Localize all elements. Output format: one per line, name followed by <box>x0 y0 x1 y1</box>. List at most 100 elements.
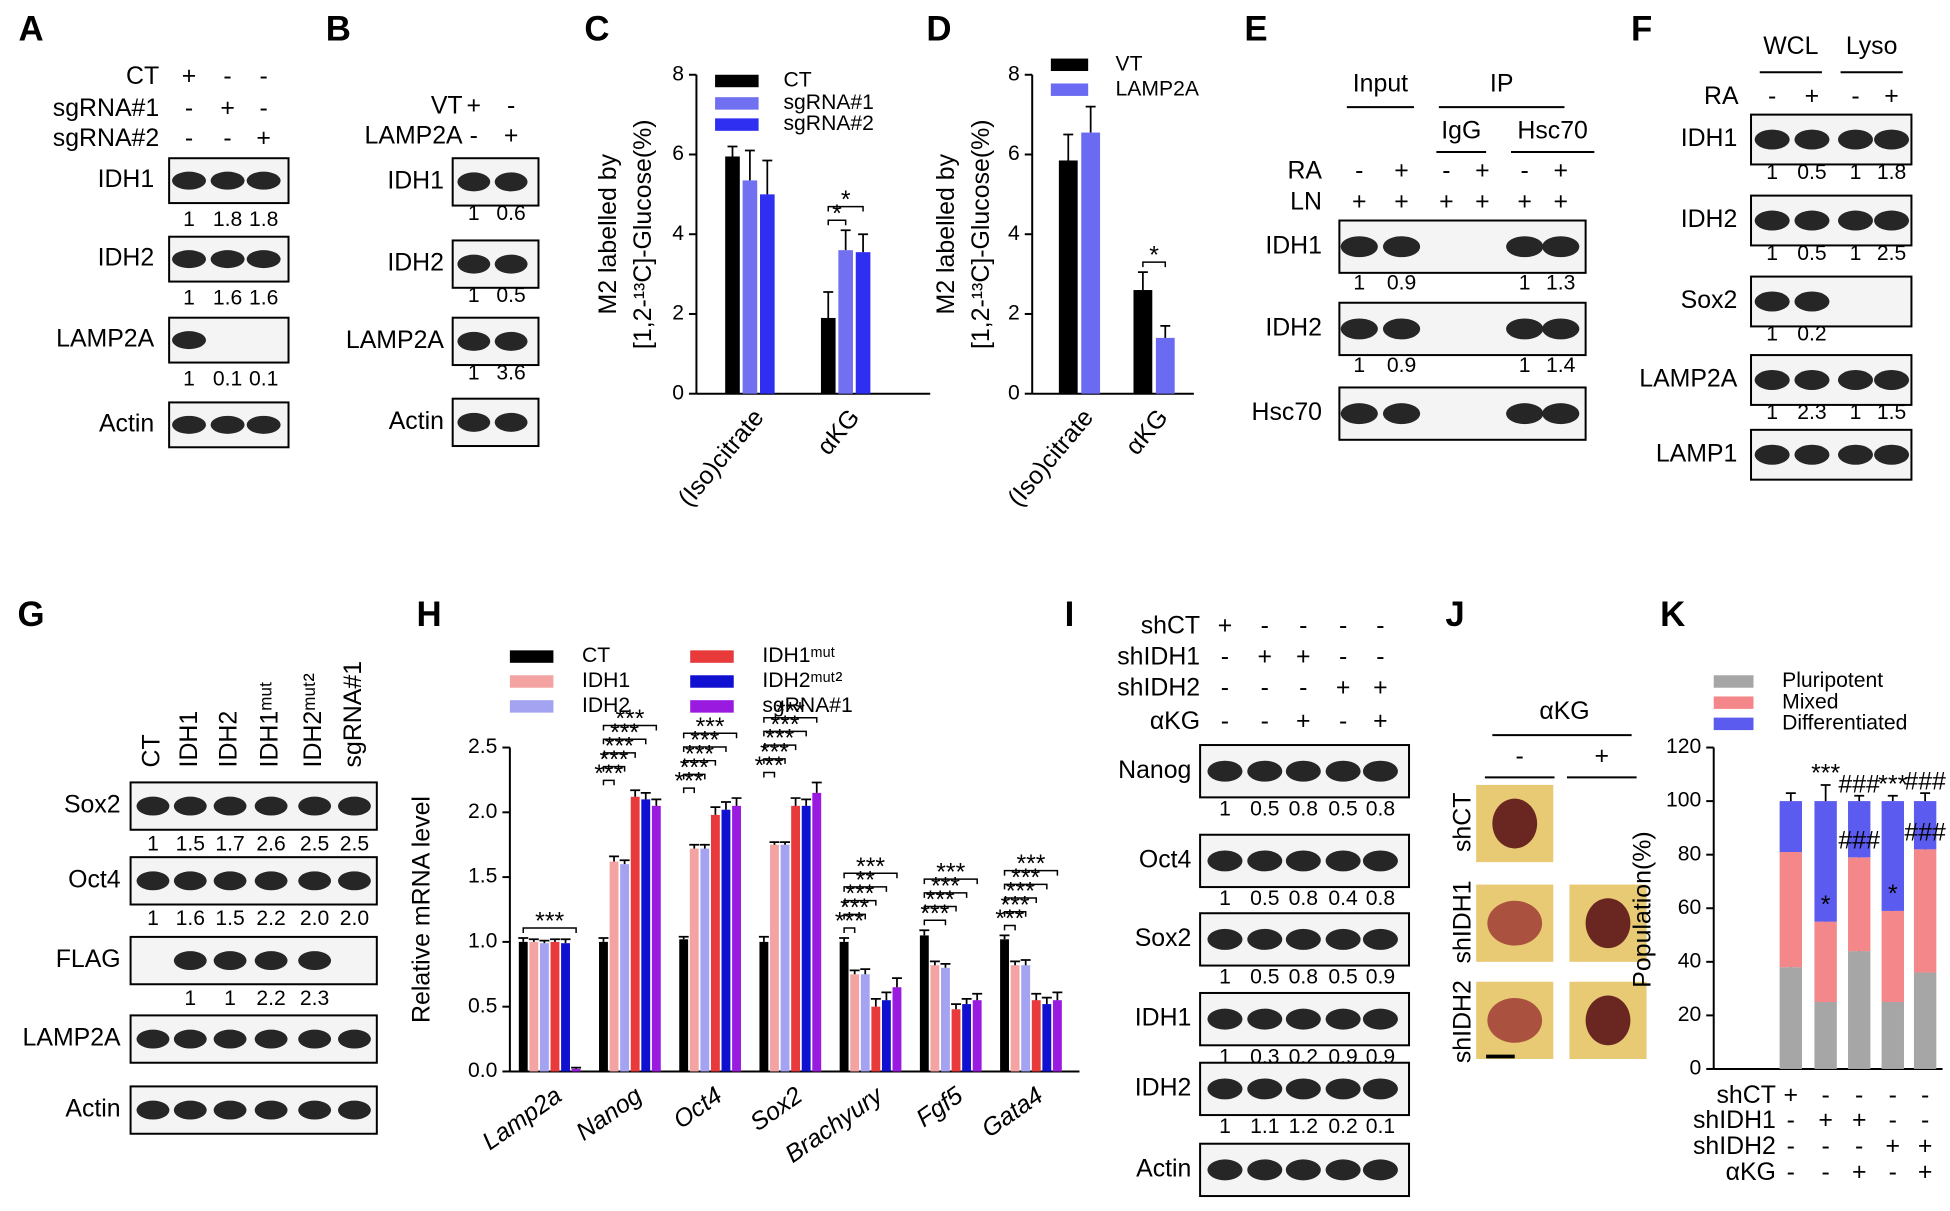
quantification: 1 <box>468 202 480 225</box>
condition-sign: - <box>1889 1081 1897 1109</box>
quantification: 1 <box>183 208 195 231</box>
column-label: - <box>1516 742 1524 770</box>
band <box>173 1029 207 1049</box>
significance-bracket <box>763 716 818 723</box>
band <box>457 331 491 351</box>
condition-label: sgRNA#1 <box>53 94 159 122</box>
significance-bracket <box>682 732 738 739</box>
x-tick-label: Lamp2a <box>477 1081 567 1156</box>
group-label: Lyso <box>1846 32 1898 60</box>
panel-letter: I <box>1065 595 1075 634</box>
y-axis-label: [1,2-¹³C]-Glucose(%) <box>629 119 657 349</box>
quantification: 1 <box>1219 887 1231 910</box>
error-bar <box>999 934 1010 940</box>
legend-label: CT <box>783 69 811 92</box>
blot-box <box>129 1014 378 1064</box>
bar-segment <box>1779 801 1803 852</box>
bar <box>780 844 790 1072</box>
bar <box>721 809 731 1072</box>
band <box>1207 1078 1243 1100</box>
colony <box>1585 995 1631 1046</box>
quantification: 0.8 <box>1366 887 1395 910</box>
condition-sign: - <box>1921 1106 1929 1134</box>
group-label: Hsc70 <box>1517 117 1587 145</box>
blot-label: Hsc70 <box>1252 398 1322 426</box>
condition-sign: + <box>1886 1132 1901 1160</box>
significance-label: *** <box>1001 891 1030 919</box>
error-bar <box>1160 325 1171 338</box>
quantification: 2.6 <box>256 832 285 855</box>
band <box>494 172 528 192</box>
error-bar <box>881 991 892 1001</box>
quantification: 0.9 <box>1387 272 1416 295</box>
condition-sign: + <box>182 62 197 90</box>
legend-swatch <box>509 650 554 663</box>
quantification: 0.9 <box>1387 354 1416 377</box>
condition-sign: + <box>1296 707 1311 735</box>
quantification: 1.8 <box>1877 161 1906 184</box>
y-axis-label: [1,2-¹³C]-Glucose(%) <box>967 119 995 349</box>
significance-bracket <box>843 886 888 892</box>
significance-label: *** <box>1016 850 1045 878</box>
significance-bracket <box>682 787 695 794</box>
legend-swatch <box>715 97 759 110</box>
blot-label: IDH1 <box>98 165 155 193</box>
band <box>1207 760 1243 782</box>
x-tick-label: Nanog <box>571 1081 647 1146</box>
quantification: 1 <box>1519 272 1531 295</box>
band <box>210 415 245 434</box>
band <box>457 412 491 432</box>
band <box>1207 1008 1243 1030</box>
band <box>298 1029 332 1049</box>
legend-label: IDH1ᵐᵘᵗ <box>762 644 835 667</box>
condition-sign: - <box>1299 611 1307 639</box>
quantification: 1.5 <box>215 907 244 930</box>
quantification: 3.6 <box>496 361 525 384</box>
condition-label: RA <box>1287 156 1322 184</box>
band <box>254 1100 288 1120</box>
band <box>1362 850 1398 872</box>
band <box>1794 129 1830 150</box>
significance-label: *** <box>926 886 955 914</box>
bar <box>881 1000 891 1072</box>
y-tick-label: 0 <box>1008 381 1020 404</box>
significance-label: * <box>1149 242 1159 270</box>
quantification: 1 <box>147 907 159 930</box>
condition-sign: - <box>1787 1132 1795 1160</box>
band <box>1340 403 1378 425</box>
quantification: 0.5 <box>1250 797 1279 820</box>
bar-segment <box>1814 921 1837 1003</box>
quantification: 0.5 <box>1250 887 1279 910</box>
significance-label: *** <box>856 853 885 881</box>
significance-bracket <box>602 724 658 731</box>
bar <box>1000 939 1009 1072</box>
error-bar <box>528 938 539 942</box>
quantification: 0.8 <box>1289 797 1318 820</box>
bar <box>630 796 640 1072</box>
quantification: 2.2 <box>256 987 285 1010</box>
bar <box>759 941 769 1072</box>
band <box>173 1100 207 1120</box>
error-bar <box>539 939 550 944</box>
band <box>1754 210 1790 231</box>
significance-label: *** <box>605 732 634 760</box>
blot-label: LAMP2A <box>346 326 444 354</box>
condition-sign: + <box>1296 642 1311 670</box>
error-bar <box>518 937 529 942</box>
legend-swatch <box>690 675 734 688</box>
band <box>1754 444 1790 465</box>
condition-sign: - <box>1921 1081 1929 1109</box>
legend-swatch <box>1713 675 1754 688</box>
x-tick-label: Sox2 <box>745 1081 808 1137</box>
band <box>298 1100 332 1120</box>
condition-sign: - <box>507 92 515 120</box>
band <box>1506 403 1544 425</box>
band <box>1794 291 1830 312</box>
x-tick-label: Fgf5 <box>911 1081 968 1133</box>
quantification: 0.8 <box>1289 887 1318 910</box>
error-bar <box>780 841 791 845</box>
panel-letter: C <box>584 9 609 48</box>
quantification: 1 <box>183 368 195 391</box>
bar <box>1155 337 1175 394</box>
error-bar <box>630 789 641 797</box>
